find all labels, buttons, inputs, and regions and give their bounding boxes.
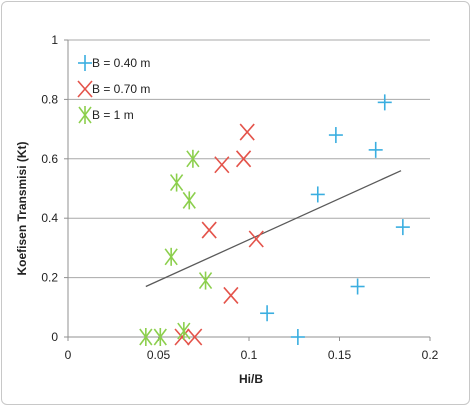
- data-point-plus: [350, 278, 365, 295]
- y-tick-label: 1: [51, 33, 58, 47]
- data-point-plus: [310, 186, 325, 203]
- legend-label: B = 0.70 m: [92, 82, 150, 96]
- data-point-cross: [239, 123, 255, 141]
- legend-label: B = 1 m: [92, 108, 134, 122]
- x-tick-label: 0: [65, 348, 72, 362]
- axes: [64, 39, 431, 341]
- legend: B = 0.40 m B = 0.70 m B = 1 m: [77, 55, 150, 124]
- legend-marker: [77, 80, 93, 98]
- data-point-plus: [328, 127, 343, 144]
- data-points: [139, 94, 410, 346]
- data-point-plus: [290, 329, 305, 345]
- tick-labels: 0 0.2 0.4 0.6 0.8 1 0 0.05 0.1 0.15 0.2: [41, 33, 438, 362]
- y-tick-label: 0.4: [41, 211, 58, 225]
- y-tick-label: 0.2: [41, 271, 58, 285]
- data-point-cross: [174, 328, 190, 346]
- x-tick-label: 0.15: [328, 348, 352, 362]
- data-point-plus: [368, 141, 383, 158]
- data-point-star: [139, 328, 153, 346]
- data-point-star: [164, 247, 178, 266]
- y-axis-title: Koefisen Transmisi (Kt): [15, 141, 29, 275]
- data-point-plus: [377, 94, 392, 111]
- data-point-cross: [235, 150, 252, 168]
- data-point-plus: [395, 219, 410, 236]
- y-tick-label: 0.6: [41, 152, 58, 166]
- trendline-group: [145, 170, 402, 288]
- legend-marker: [78, 106, 92, 124]
- trendline: [145, 170, 402, 288]
- x-tick-label: 0.1: [241, 348, 258, 362]
- data-point-star: [153, 328, 167, 346]
- data-point-star: [182, 191, 196, 210]
- y-tick-label: 0.8: [41, 92, 58, 106]
- grid: [68, 39, 430, 279]
- data-point-cross: [248, 230, 264, 248]
- data-point-cross: [187, 328, 203, 346]
- x-tick-label: 0.2: [422, 348, 439, 362]
- data-point-cross: [214, 156, 230, 174]
- data-point-cross: [223, 286, 239, 304]
- data-point-star: [186, 149, 200, 168]
- x-axis-title: Hi/B: [239, 372, 263, 386]
- data-point-star: [177, 322, 191, 341]
- data-point-cross: [201, 221, 217, 239]
- legend-marker: [78, 55, 92, 71]
- y-tick-label: 0: [51, 330, 58, 344]
- legend-label: B = 0.40 m: [92, 56, 150, 70]
- x-tick-label: 0.05: [147, 348, 171, 362]
- data-point-plus: [260, 305, 275, 322]
- data-point-star: [198, 271, 213, 290]
- data-point-star: [169, 173, 184, 192]
